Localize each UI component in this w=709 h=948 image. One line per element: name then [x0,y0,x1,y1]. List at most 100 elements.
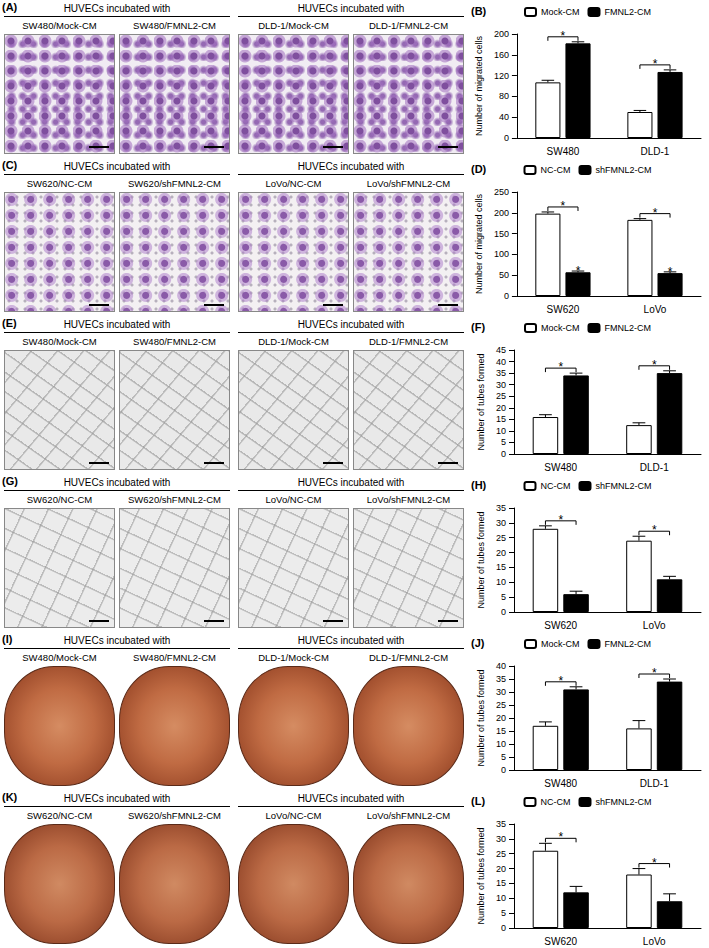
svg-text:100: 100 [494,249,509,259]
svg-text:15: 15 [496,414,506,424]
html-text:(A): (A) [2,1,18,13]
svg-text:shFMNL2-CM: shFMNL2-CM [595,165,651,175]
svg-text:10: 10 [496,426,506,436]
svg-text:(J): (J) [471,637,485,649]
svg-text:10: 10 [496,577,506,587]
svg-text:30: 30 [496,687,506,697]
svg-text:*: * [652,666,657,680]
svg-text:5: 5 [501,908,506,918]
svg-text:10: 10 [496,893,506,903]
svg-text:LoVo: LoVo [644,304,667,315]
svg-text:0: 0 [504,133,509,143]
svg-text:(H): (H) [471,479,487,491]
svg-text:LoVo: LoVo [643,620,666,631]
svg-text:SW480: SW480 [544,462,577,473]
svg-text:shFMNL2-CM: shFMNL2-CM [595,797,651,807]
svg-text:SW480: SW480 [544,778,577,789]
svg-text:NC-CM: NC-CM [541,481,571,491]
svg-text:10: 10 [496,739,506,749]
svg-text:45: 45 [496,345,506,355]
html-text:(E): (E) [2,317,17,329]
svg-text:*: * [652,856,657,870]
svg-text:0: 0 [501,765,506,775]
svg-text:*: * [652,523,657,537]
svg-text:LoVo: LoVo [643,936,666,947]
svg-text:shFMNL2-CM: shFMNL2-CM [595,481,651,491]
svg-text:30: 30 [496,380,506,390]
svg-text:25: 25 [496,533,506,543]
svg-text:(F): (F) [471,321,485,333]
svg-text:50: 50 [499,270,509,280]
svg-text:30: 30 [496,834,506,844]
svg-text:150: 150 [494,229,509,239]
svg-text:Number of tubes formed: Number of tubes formed [476,511,486,608]
svg-text:20: 20 [496,403,506,413]
svg-text:15: 15 [496,878,506,888]
svg-text:FMNL2-CM: FMNL2-CM [604,639,651,649]
svg-text:NC-CM: NC-CM [541,797,571,807]
svg-text:Mock-CM: Mock-CM [541,639,580,649]
svg-text:*: * [668,265,673,279]
svg-text:Number of migrated cells: Number of migrated cells [474,35,484,136]
svg-text:30: 30 [496,518,506,528]
svg-text:(D): (D) [471,163,487,175]
svg-text:FMNL2-CM: FMNL2-CM [604,323,651,333]
svg-text:SW620: SW620 [544,936,577,947]
html-text:(C): (C) [2,159,18,171]
svg-text:*: * [558,830,563,844]
svg-text:SW620: SW620 [544,620,577,631]
svg-text:Mock-CM: Mock-CM [541,323,580,333]
svg-text:0: 0 [501,449,506,459]
svg-text:*: * [561,199,566,213]
svg-text:35: 35 [496,368,506,378]
svg-text:SW480: SW480 [547,146,580,157]
svg-text:200: 200 [494,29,509,39]
svg-text:Number of tubes formed: Number of tubes formed [476,669,486,766]
svg-text:*: * [558,360,563,374]
svg-text:20: 20 [496,713,506,723]
svg-text:25: 25 [496,391,506,401]
svg-text:(B): (B) [471,5,487,17]
svg-text:DLD-1: DLD-1 [640,462,669,473]
svg-text:*: * [653,206,658,220]
svg-text:5: 5 [501,592,506,602]
svg-text:DLD-1: DLD-1 [640,778,669,789]
svg-text:20: 20 [496,864,506,874]
svg-text:200: 200 [494,208,509,218]
svg-text:250: 250 [494,187,509,197]
svg-text:40: 40 [499,112,509,122]
svg-text:80: 80 [499,91,509,101]
svg-text:20: 20 [496,548,506,558]
svg-text:Number of tubes formed: Number of tubes formed [476,353,486,450]
svg-text:35: 35 [496,503,506,513]
svg-text:35: 35 [496,819,506,829]
svg-text:FMNL2-CM: FMNL2-CM [604,7,651,17]
svg-text:Mock-CM: Mock-CM [541,7,580,17]
svg-text:40: 40 [496,661,506,671]
svg-text:*: * [576,264,581,278]
svg-text:*: * [561,29,566,43]
svg-text:40: 40 [496,357,506,367]
svg-text:*: * [558,674,563,688]
svg-text:25: 25 [496,700,506,710]
svg-text:Number of migrated cells: Number of migrated cells [474,193,484,294]
svg-text:Number of tubes formed: Number of tubes formed [476,827,486,924]
svg-text:DLD-1: DLD-1 [641,146,670,157]
svg-text:15: 15 [496,562,506,572]
svg-text:5: 5 [501,752,506,762]
svg-text:5: 5 [501,437,506,447]
svg-text:15: 15 [496,726,506,736]
svg-text:NC-CM: NC-CM [541,165,571,175]
svg-text:25: 25 [496,849,506,859]
svg-text:*: * [653,57,658,71]
svg-text:(L): (L) [471,795,485,807]
svg-text:*: * [652,358,657,372]
svg-text:0: 0 [501,607,506,617]
svg-text:0: 0 [504,291,509,301]
svg-text:120: 120 [494,71,509,81]
svg-text:0: 0 [501,923,506,933]
svg-text:*: * [558,513,563,527]
svg-text:160: 160 [494,50,509,60]
svg-text:35: 35 [496,674,506,684]
svg-text:SW620: SW620 [547,304,580,315]
